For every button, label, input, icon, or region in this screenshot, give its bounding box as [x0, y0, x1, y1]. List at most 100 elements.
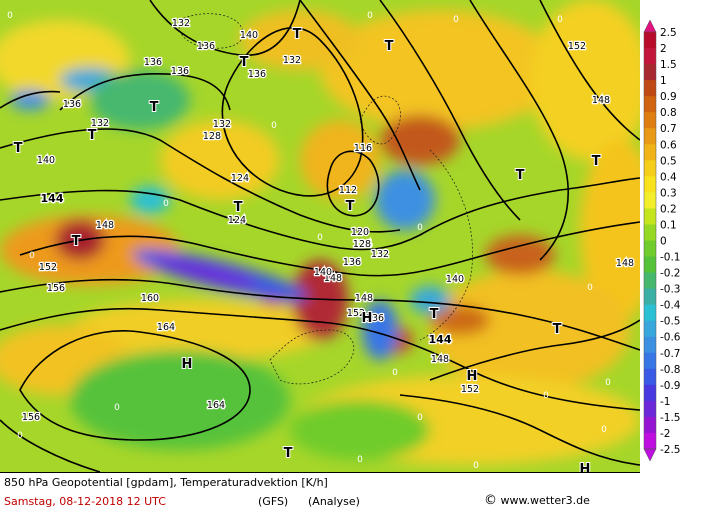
- legend-level-label: 0.1: [660, 219, 677, 231]
- zero-isoline-label: 0: [392, 368, 398, 378]
- legend-level-label: -2: [660, 428, 670, 440]
- isoline-label: 136: [197, 41, 215, 52]
- site-name: www.wetter3.de: [500, 494, 590, 507]
- contour-labels: 1321321361361401401321321521521361361361…: [21, 17, 636, 425]
- isoline-label: 152: [347, 308, 365, 319]
- isoline-label: 136: [248, 69, 266, 80]
- coastlines: [178, 13, 473, 385]
- svg-text:152: 152: [347, 308, 365, 319]
- pressure-center-labels: T T T T T T T T T T T T T T H H H H: [13, 26, 602, 472]
- isoline-label: 136: [144, 57, 162, 68]
- legend-level-label: 0: [660, 236, 667, 248]
- legend-level-label: -0.1: [660, 252, 681, 264]
- zero-isoline-label: 0: [557, 15, 563, 25]
- svg-text:148: 148: [616, 258, 634, 269]
- legend-level-label: 1.5: [660, 59, 677, 71]
- legend-level-label: -0.4: [660, 300, 681, 312]
- legend-level-label: -0.5: [660, 316, 681, 328]
- svg-text:148: 148: [592, 95, 610, 106]
- svg-text:164: 164: [157, 322, 175, 333]
- zero-isoline-label: 0: [473, 461, 479, 471]
- high-pressure-label: H: [467, 369, 478, 384]
- svg-text:152: 152: [568, 41, 586, 52]
- copyright-line: © www.wetter3.de: [484, 493, 590, 508]
- low-pressure-label: T: [240, 55, 249, 70]
- svg-text:132: 132: [172, 18, 190, 29]
- low-pressure-label: T: [72, 234, 81, 249]
- svg-text:136: 136: [144, 57, 162, 68]
- svg-text:148: 148: [324, 273, 342, 284]
- svg-text:136: 136: [343, 257, 361, 268]
- isoline-label: 156: [47, 283, 65, 294]
- isoline-label: 132: [172, 18, 190, 29]
- isoline-label: 148: [431, 354, 449, 365]
- isoline-label: 128: [353, 239, 371, 250]
- legend-level-label: 0.9: [660, 91, 677, 103]
- svg-text:136: 136: [248, 69, 266, 80]
- legend-level-label: 0.2: [660, 203, 677, 215]
- isoline-label: 148: [616, 258, 634, 269]
- legend-level-label: 0.3: [660, 187, 677, 199]
- legend-level-label: -0.3: [660, 284, 681, 296]
- legend-level-label: 0.8: [660, 107, 677, 119]
- legend-level-label: -0.9: [660, 380, 681, 392]
- svg-text:124: 124: [231, 173, 249, 184]
- isoline-label: 144: [41, 192, 64, 205]
- isoline-label: 112: [339, 185, 357, 196]
- zero-isoline-label: 0: [453, 15, 459, 25]
- isoline-label: 132: [283, 55, 301, 66]
- svg-text:132: 132: [283, 55, 301, 66]
- isoline-label: 140: [37, 155, 55, 166]
- svg-text:152: 152: [461, 384, 479, 395]
- svg-text:112: 112: [339, 185, 357, 196]
- svg-text:140: 140: [446, 274, 464, 285]
- map-footer: 850 hPa Geopotential [gpdam], Temperatur…: [0, 472, 640, 514]
- legend-level-label: 0.5: [660, 155, 677, 167]
- isoline-label: 156: [22, 412, 40, 423]
- low-pressure-label: T: [553, 322, 562, 337]
- svg-text:148: 148: [355, 293, 373, 304]
- isoline-label: 120: [351, 227, 369, 238]
- isoline-label: 124: [228, 215, 246, 226]
- svg-text:160: 160: [141, 293, 159, 304]
- legend-level-label: -1.5: [660, 412, 681, 424]
- isoline-label: 132: [213, 119, 231, 130]
- svg-text:132: 132: [371, 249, 389, 260]
- zero-isoline-label: 0: [317, 233, 323, 243]
- zero-isoline-label: 0: [17, 431, 23, 441]
- svg-text:144: 144: [41, 192, 64, 205]
- low-pressure-label: T: [234, 200, 243, 215]
- low-pressure-label: T: [88, 128, 97, 143]
- isoline-label: 164: [157, 322, 175, 333]
- geopotential-isolines: [0, 0, 640, 472]
- zero-isoline-label: 0: [543, 391, 549, 401]
- isoline-label: 152: [568, 41, 586, 52]
- svg-text:156: 156: [47, 283, 65, 294]
- legend-level-label: 1: [660, 75, 667, 87]
- isoline-label: 116: [354, 143, 372, 154]
- model-name: (GFS): [258, 495, 289, 508]
- zero-isoline-label: 0: [7, 11, 13, 21]
- isoline-label: 148: [355, 293, 373, 304]
- zero-isoline-label: 0: [417, 413, 423, 423]
- svg-text:156: 156: [22, 412, 40, 423]
- low-pressure-label: T: [516, 168, 525, 183]
- legend-level-label: -1: [660, 396, 670, 408]
- low-pressure-label: T: [346, 199, 355, 214]
- isoline-label: 144: [429, 333, 452, 346]
- zero-isoline-label: 0: [587, 283, 593, 293]
- legend-level-label: 2.5: [660, 27, 677, 39]
- legend-level-label: 2: [660, 43, 667, 55]
- legend-level-label: -0.8: [660, 364, 681, 376]
- svg-text:136: 136: [171, 66, 189, 77]
- legend-scale: 2.5 2 1.5 1 0.9 0.8 0.7 0.6 0.5 0.4 0.3 0.2 0.1 0 -0.1…: [643, 19, 681, 462]
- svg-text:136: 136: [63, 99, 81, 110]
- isoline-label: 140: [314, 267, 332, 278]
- zero-isoline-label: 0: [601, 425, 607, 435]
- zero-isoline-label: 0: [271, 121, 277, 131]
- color-legend: 2.5 2 1.5 1 0.9 0.8 0.7 0.6 0.5 0.4 0.3 0.2 0.1 0 -0.1…: [640, 0, 704, 472]
- svg-text:128: 128: [203, 131, 221, 142]
- isoline-label: 140: [446, 274, 464, 285]
- isoline-label: 148: [96, 220, 114, 231]
- isoline-label: 136: [63, 99, 81, 110]
